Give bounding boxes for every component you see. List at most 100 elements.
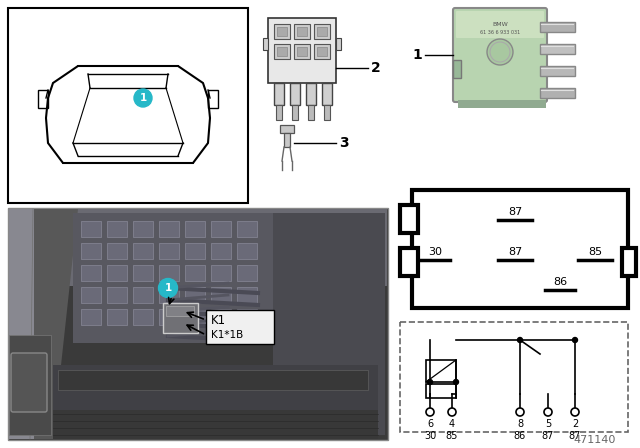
Bar [308,105,314,120]
Bar [58,370,368,390]
Text: 30: 30 [424,431,436,441]
Bar [9,335,51,435]
Bar [185,287,205,303]
Circle shape [516,408,524,416]
Bar [8,8,248,203]
Bar [8,208,388,440]
Bar [107,287,127,303]
Bar [297,27,307,36]
Bar [208,90,218,108]
Bar [107,221,127,237]
Bar [277,27,287,36]
Bar [81,221,101,237]
Bar [273,213,385,435]
Bar [276,105,282,120]
Text: 61 36 6 933 031: 61 36 6 933 031 [480,30,520,35]
Circle shape [571,408,579,416]
Bar [159,243,179,259]
Text: 6: 6 [427,419,433,429]
Text: 8: 8 [517,419,523,429]
Bar [185,265,205,281]
Bar [280,125,294,133]
Text: K1: K1 [211,314,226,327]
Text: 3: 3 [339,136,349,150]
Text: 1: 1 [412,48,422,62]
Text: 2: 2 [371,61,381,75]
Bar [412,190,628,308]
Bar [133,309,153,325]
Bar [314,24,330,39]
Bar [540,44,575,54]
FancyBboxPatch shape [456,11,544,38]
Text: 86: 86 [514,431,526,441]
Bar [400,248,418,276]
Bar [159,287,179,303]
Bar [314,44,330,59]
Bar [133,243,153,259]
Circle shape [487,39,513,65]
Bar [9,209,387,286]
Bar [53,410,378,439]
Bar [540,88,575,98]
Bar [317,27,327,36]
Bar [53,365,378,439]
Bar [274,24,290,39]
Circle shape [426,408,434,416]
Bar [133,221,153,237]
Bar [211,287,231,303]
Circle shape [134,89,152,107]
Bar [211,265,231,281]
Text: 1: 1 [164,283,172,293]
Circle shape [518,337,522,343]
Bar [159,221,179,237]
Bar [426,384,456,398]
Bar [107,265,127,281]
Bar [324,105,330,120]
Text: BMW: BMW [492,22,508,27]
Circle shape [544,408,552,416]
Text: 87: 87 [569,431,581,441]
Bar [185,243,205,259]
Text: 85: 85 [446,431,458,441]
Bar [237,287,257,303]
Bar [185,221,205,237]
Bar [81,265,101,281]
Bar [133,287,153,303]
Bar [237,221,257,237]
Text: 86: 86 [553,277,567,287]
Bar [159,309,179,325]
Text: 5: 5 [545,419,551,429]
Text: 87: 87 [508,207,522,217]
Bar [159,265,179,281]
Bar [81,309,101,325]
Circle shape [573,337,577,343]
Text: 87: 87 [508,247,522,257]
Bar [81,243,101,259]
Bar [317,47,327,56]
FancyBboxPatch shape [11,353,47,412]
Text: 471140: 471140 [574,435,616,445]
Bar [274,44,290,59]
Bar [274,83,284,105]
Bar [540,22,575,32]
Bar [400,205,418,233]
Bar [540,66,575,76]
Bar [107,309,127,325]
Bar [277,47,287,56]
Bar [38,90,48,108]
Text: 2: 2 [572,419,578,429]
Bar [426,360,456,382]
Bar [458,100,546,108]
Bar [336,38,341,50]
Bar [268,18,336,83]
Bar [284,133,290,147]
Polygon shape [9,209,78,439]
Bar [211,309,231,325]
Bar [622,248,636,276]
Bar [206,310,274,344]
FancyBboxPatch shape [453,8,547,102]
Bar [107,243,127,259]
Bar [322,83,332,105]
Circle shape [454,379,458,384]
Text: 85: 85 [588,247,602,257]
